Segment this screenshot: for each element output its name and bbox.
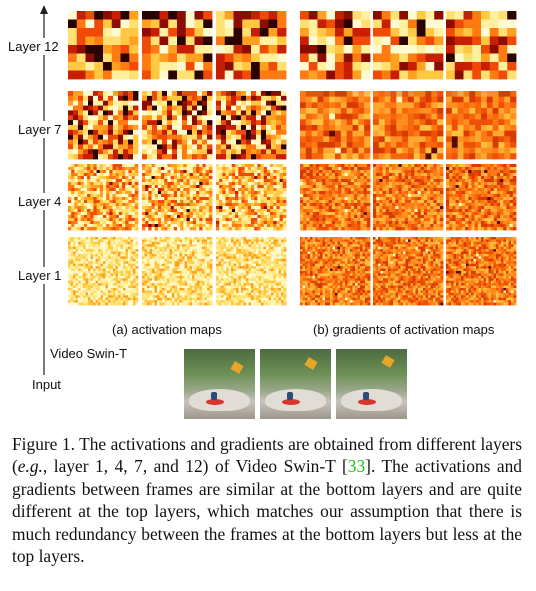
- model-label: Video Swin-T: [50, 346, 128, 361]
- gradient-map-r0-c1: [373, 11, 444, 80]
- panel-label-activation: (a) activation maps: [112, 322, 222, 337]
- gradient-map-r2-c0: [300, 164, 371, 231]
- depth-arrow-head: [40, 5, 48, 14]
- activation-map-r0-c0: [68, 11, 139, 80]
- activation-map-r1-c2: [216, 91, 287, 160]
- input-frame-2: [260, 349, 331, 419]
- gradient-map-r0-c0: [300, 11, 371, 80]
- caption-part3: ]. The activations and gradients between…: [12, 456, 522, 567]
- figure: Layer 12 Layer 7 Layer 4 Layer 1 (a) act…: [8, 5, 517, 419]
- caption-part1: The activations and gradients are obtain…: [12, 434, 522, 477]
- layer-label-7: Layer 7: [18, 121, 62, 138]
- caption-part2: , layer 1, 4, 7, and 12) of Video Swin-T…: [42, 456, 348, 477]
- gradient-map-r0-c2: [446, 11, 517, 80]
- gradient-map-r1-c0: [300, 91, 371, 160]
- layer-label-4: Layer 4: [18, 193, 62, 210]
- gradient-map-r1-c2: [446, 91, 517, 160]
- activation-map-r2-c0: [68, 164, 139, 231]
- layer-label-1: Layer 1: [18, 267, 62, 284]
- activation-map-r1-c1: [142, 91, 213, 160]
- activation-map-r2-c2: [216, 164, 287, 231]
- gradient-map-r2-c2: [446, 164, 517, 231]
- gradient-map-r2-c1: [373, 164, 444, 231]
- activation-map-r3-c2: [216, 237, 287, 306]
- input-frame-3: [336, 349, 407, 419]
- caption-eg: e.g.: [17, 456, 43, 477]
- gradient-map-r3-c1: [373, 237, 444, 306]
- layer-label-12: Layer 12: [8, 38, 59, 55]
- activation-map-r2-c1: [142, 164, 213, 231]
- input-frame-1: [184, 349, 255, 419]
- gradient-map-r3-c2: [446, 237, 517, 306]
- figure-graphics: [40, 5, 517, 375]
- activation-map-r0-c1: [142, 11, 213, 80]
- caption-citation[interactable]: 33: [347, 456, 366, 477]
- input-frames: [184, 349, 411, 419]
- input-label: Input: [32, 377, 61, 392]
- gradient-map-r1-c1: [373, 91, 444, 160]
- activation-map-r3-c1: [142, 237, 213, 306]
- activation-map-r0-c2: [216, 11, 287, 80]
- activation-map-r3-c0: [68, 237, 139, 306]
- figure-caption: Figure 1. The activations and gradients …: [12, 433, 522, 567]
- activation-map-r1-c0: [68, 91, 139, 160]
- panel-label-gradients: (b) gradients of activation maps: [313, 322, 495, 337]
- caption-prefix: Figure 1.: [12, 434, 75, 454]
- gradient-map-r3-c0: [300, 237, 371, 306]
